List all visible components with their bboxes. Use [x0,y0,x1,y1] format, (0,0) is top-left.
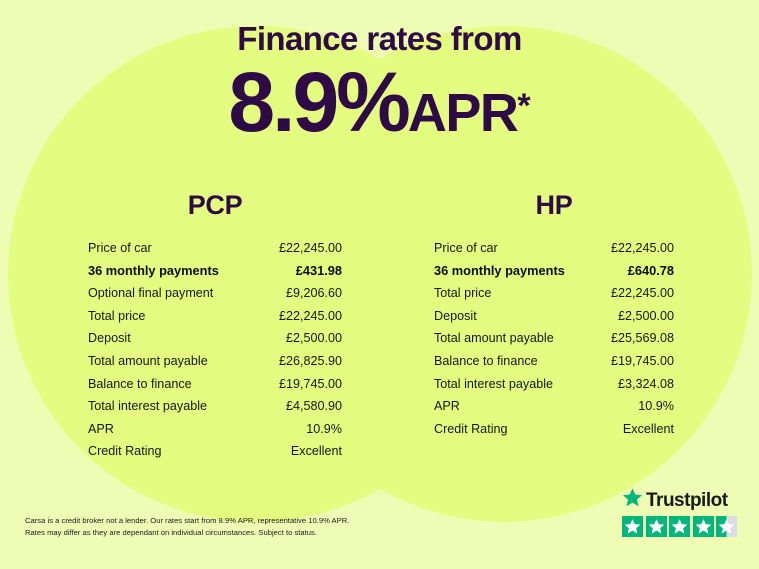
row-value: £19,745.00 [278,376,342,391]
row-value: £431.98 [295,262,342,278]
row-label: Balance to finance [88,376,192,391]
row-label: Credit Rating [88,444,162,459]
disclaimer-line-1: Carsa is a credit broker not a lender. O… [25,516,350,525]
table-row: Total amount payable £26,825.90 [88,350,342,373]
table-row: Deposit £2,500.00 [88,327,342,350]
trustpilot-star-rating [622,516,742,537]
headline-rate: 8.9%APR* [0,60,759,144]
table-row: APR 10.9% [88,418,342,441]
table-row: Total amount payable £25,569.08 [434,327,674,350]
row-value: £22,245.00 [278,241,342,255]
rate-unit: APR [407,83,519,143]
plan-table-body-hp: Price of car £22,245.00 36 monthly payment… [434,237,674,440]
row-value: £19,745.00 [610,353,674,368]
row-value: £4,580.90 [285,399,342,414]
row-label: Balance to finance [434,353,538,368]
table-row: Price of car £22,245.00 [88,237,342,260]
row-label: Credit Rating [434,421,508,436]
star-full-icon [669,516,690,537]
plan-table-body-pcp: Price of car £22,245.00 36 monthly payment… [88,237,342,463]
trustpilot-name: Trustpilot [646,489,728,511]
row-label: Optional final payment [88,286,214,301]
row-label: Total interest payable [434,376,554,391]
row-label: Deposit [434,308,477,323]
row-value: £22,245.00 [278,308,342,323]
row-label: APR [434,399,460,414]
table-row: Total interest payable £3,324.08 [434,373,674,396]
table-row: Optional final payment £9,206.60 [88,282,342,305]
star-full-icon [645,516,667,537]
trustpilot-rating[interactable]: Trustpilot [622,487,742,537]
disclaimer-line-2: Rates may differ as they are dependant o… [25,527,317,537]
row-value: £26,825.90 [278,353,342,368]
rate-value: 8.9% [228,55,410,149]
table-row: Price of car £22,245.00 [434,237,674,260]
table-row: Credit Rating Excellent [88,440,342,463]
row-label: Price of car [88,241,152,255]
row-value: £25,569.08 [610,331,674,346]
row-label: APR [88,421,114,436]
row-value: £640.78 [627,262,674,278]
star-full-icon [622,516,643,537]
trustpilot-wordmark: Trustpilot [622,487,742,513]
plan-table-hp: Price of car £22,245.00 36 monthly payment… [434,237,674,440]
row-label: Total interest payable [88,399,208,414]
table-row: 36 monthly payments £431.98 [88,260,342,283]
star-full-icon [692,516,714,537]
row-label: 36 monthly payments [88,262,219,278]
page-title: Finance rates from [237,20,522,57]
trustpilot-star-icon [622,487,643,513]
row-label: Total amount payable [434,331,554,346]
table-row: Credit Rating Excellent [434,418,674,441]
table-row: APR 10.9% [434,395,674,418]
plan-title-pcp: PCP [187,190,243,220]
row-label: Total price [88,308,146,323]
table-row: 36 monthly payments £640.78 [434,260,674,283]
row-label: Price of car [434,241,498,255]
row-value: £2,500.00 [617,308,674,323]
plan-card-hp: HP Price of car £22,245.00 36 monthly paym… [434,192,674,440]
row-value: £2,500.00 [285,331,342,346]
row-label: Deposit [88,331,131,346]
row-value: 10.9% [638,399,674,414]
row-value: Excellent [290,444,342,459]
row-value: 10.9% [306,421,342,436]
table-row: Total price £22,245.00 [88,305,342,328]
plan-table-pcp: Price of car £22,245.00 36 monthly payment… [88,237,342,463]
star-half-icon [716,516,737,537]
row-label: 36 monthly payments [434,262,565,278]
row-value: Excellent [622,421,674,436]
row-value: £9,206.60 [285,286,342,301]
table-row: Balance to finance £19,745.00 [88,373,342,396]
row-value: £22,245.00 [610,241,674,255]
row-value: £22,245.00 [610,286,674,301]
table-row: Total interest payable £4,580.90 [88,395,342,418]
plan-title-hp: HP [535,190,573,220]
table-row: Balance to finance £19,745.00 [434,350,674,373]
table-row: Deposit £2,500.00 [434,305,674,328]
table-row: Total price £22,245.00 [434,282,674,305]
footnote-marker: * [517,86,531,125]
plan-card-pcp: PCP Price of car £22,245.00 36 monthly pay… [88,192,342,463]
row-label: Total price [434,286,492,301]
disclaimer: Carsa is a credit broker not a lender. O… [25,515,445,539]
row-label: Total amount payable [88,353,208,368]
row-value: £3,324.08 [617,376,674,391]
